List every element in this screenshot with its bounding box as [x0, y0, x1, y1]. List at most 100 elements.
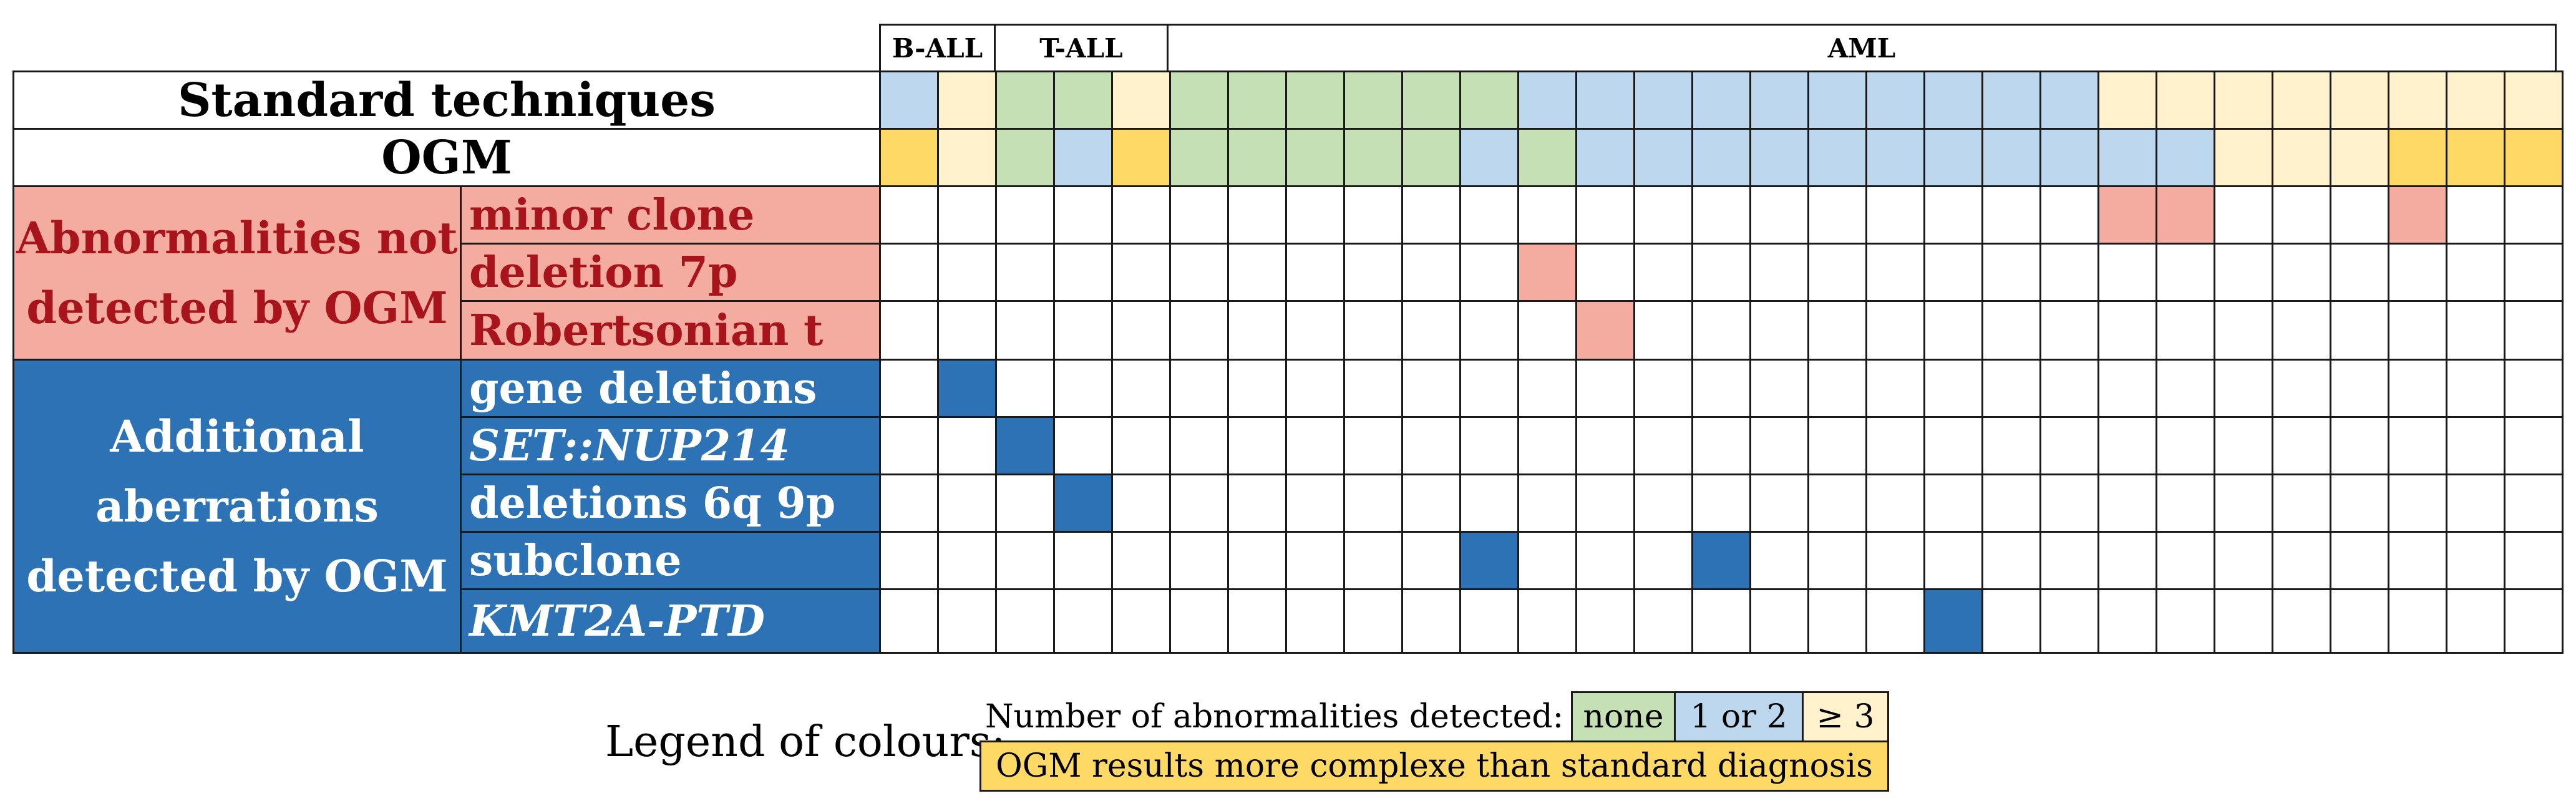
grid-cell [1111, 300, 1171, 361]
standard-cell [2156, 70, 2215, 130]
grid-cell [1401, 243, 1461, 302]
grid-cell [2039, 416, 2099, 475]
grid-cell [1285, 359, 1345, 418]
grid-cell [2388, 416, 2447, 475]
standard-cell [1807, 70, 1867, 130]
grid-cell [1865, 416, 1925, 475]
grid-cell [1343, 300, 1403, 361]
grid-cell [1517, 185, 1577, 245]
standard-cell [995, 70, 1055, 130]
grid-cell [1401, 416, 1461, 475]
grid-cell [1227, 243, 1287, 302]
grid-cell [1285, 185, 1345, 245]
grid-cell [1575, 473, 1635, 533]
grid-cell [1227, 473, 1287, 533]
grid-cell [1053, 531, 1113, 590]
grid-cell [1923, 531, 1983, 590]
group-header-aml: AML [1167, 24, 2557, 72]
grid-cell [1575, 588, 1635, 654]
ogm-cell [1169, 128, 1229, 187]
grid-cell [1807, 243, 1867, 302]
grid-cell [1343, 588, 1403, 654]
grid-cell [2156, 300, 2215, 361]
grid-cell [1459, 588, 1519, 654]
ogm-cell [1575, 128, 1635, 187]
grid-cell [1169, 531, 1229, 590]
grid-cell [879, 588, 939, 654]
grid-cell [2446, 473, 2506, 533]
grid-cell [2214, 359, 2273, 418]
row-label-subclone: subclone [460, 531, 881, 590]
grid-cell [879, 416, 939, 475]
standard-cell [1285, 70, 1345, 130]
standard-cell [1169, 70, 1229, 130]
grid-cell [1401, 300, 1461, 361]
grid-cell [1285, 416, 1345, 475]
grid-cell [2214, 473, 2273, 533]
grid-cell [937, 300, 997, 361]
grid-cell [2272, 531, 2331, 590]
grid-cell [2214, 243, 2273, 302]
grid-cell [2156, 473, 2215, 533]
grid-cell [1749, 300, 1809, 361]
standard-cell [2388, 70, 2447, 130]
grid-cell [1227, 359, 1287, 418]
grid-cell [2330, 359, 2389, 418]
grid-cell [2039, 243, 2099, 302]
grid-cell [2214, 588, 2273, 654]
grid-cell [879, 185, 939, 245]
row-label-robertsonian-t: Robertsonian t [460, 300, 881, 361]
grid-cell [879, 300, 939, 361]
grid-cell [1807, 359, 1867, 418]
grid-cell [1053, 300, 1113, 361]
grid-cell [937, 531, 997, 590]
grid-cell [2388, 300, 2447, 361]
row-label-ogm: OGM [12, 128, 881, 187]
standard-cell [1575, 70, 1635, 130]
standard-cell [1111, 70, 1171, 130]
grid-cell [2388, 531, 2447, 590]
marked-cell-additional [1459, 531, 1519, 590]
standard-cell [2504, 70, 2564, 130]
grid-cell [1749, 359, 1809, 418]
grid-cell [1343, 473, 1403, 533]
grid-cell [1691, 416, 1751, 475]
grid-cell [1401, 359, 1461, 418]
grid-cell [2214, 300, 2273, 361]
standard-cell [1923, 70, 1983, 130]
legend-title: Legend of colours: [605, 717, 1006, 767]
grid-cell [1865, 531, 1925, 590]
grid-cell [2156, 416, 2215, 475]
grid-cell [1749, 473, 1809, 533]
grid-cell [2330, 416, 2389, 475]
grid-cell [1053, 588, 1113, 654]
standard-cell [1459, 70, 1519, 130]
grid-cell [1633, 359, 1693, 418]
grid-cell [1691, 243, 1751, 302]
grid-cell [1053, 185, 1113, 245]
grid-cell [1575, 185, 1635, 245]
marked-cell-not-detected [2156, 185, 2215, 245]
grid-cell [2504, 300, 2564, 361]
grid-cell [1169, 185, 1229, 245]
standard-cell [2330, 70, 2389, 130]
ogm-cell [2330, 128, 2389, 187]
grid-cell [995, 531, 1055, 590]
standard-cell [2097, 70, 2157, 130]
grid-cell [1633, 416, 1693, 475]
grid-cell [1981, 531, 2041, 590]
legend-none: none [1571, 691, 1676, 742]
grid-cell [1111, 473, 1171, 533]
ogm-cell [2446, 128, 2506, 187]
grid-cell [2504, 473, 2564, 533]
section-additional-title: Additional aberrations detected by OGM [12, 359, 462, 654]
grid-cell [1343, 531, 1403, 590]
row-label-gene-deletions: gene deletions [460, 359, 881, 418]
grid-cell [995, 588, 1055, 654]
ogm-cell [1401, 128, 1461, 187]
grid-cell [1111, 243, 1171, 302]
ogm-cell [879, 128, 939, 187]
grid-cell [2272, 473, 2331, 533]
grid-cell [2504, 416, 2564, 475]
grid-cell [2504, 359, 2564, 418]
